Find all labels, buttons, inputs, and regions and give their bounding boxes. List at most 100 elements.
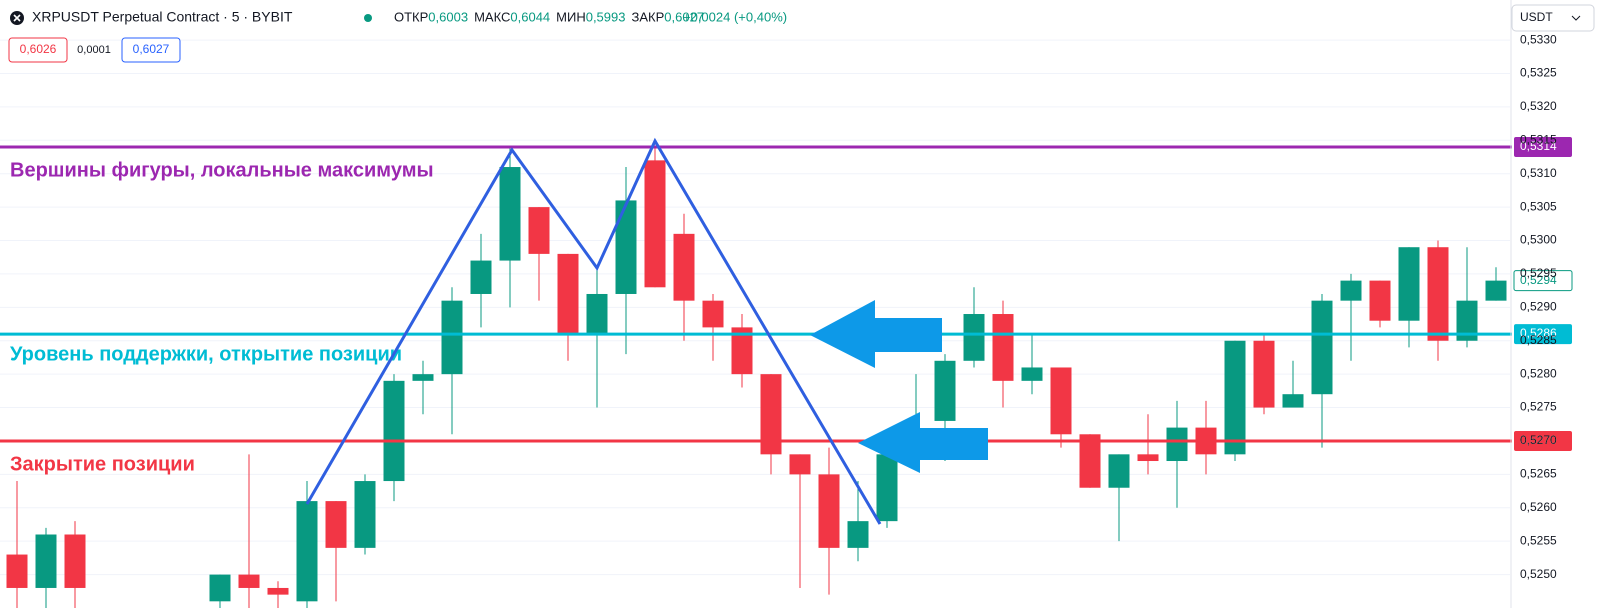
y-tick-label: 0,5300 — [1520, 233, 1557, 247]
y-tick-label: 0,5280 — [1520, 366, 1557, 380]
candle-body — [1398, 247, 1420, 321]
y-tick-label: 0,5305 — [1520, 199, 1557, 213]
candle-body — [1166, 427, 1188, 462]
currency[interactable]: USDT — [1520, 10, 1553, 24]
y-tick-label: 0,5250 — [1520, 567, 1557, 581]
candle-body — [1282, 394, 1304, 408]
candle-body — [1137, 454, 1159, 462]
candle-body — [1050, 367, 1072, 435]
candle-body — [847, 521, 869, 548]
candle-body — [528, 207, 550, 254]
ohlc-value: 0,6027 — [664, 9, 704, 24]
candle-body — [1311, 300, 1333, 395]
candle-body — [992, 314, 1014, 381]
y-tick-label: 0,5325 — [1520, 66, 1557, 80]
annotation: Уровень поддержки, открытие позиции — [10, 343, 402, 365]
y-tick-label: 0,5265 — [1520, 467, 1557, 481]
candle-body — [325, 501, 347, 548]
bid[interactable]: 0,6026 — [20, 42, 57, 56]
ohlc-label: МИН — [556, 9, 586, 24]
ohlc-value: 0,6003 — [428, 9, 468, 24]
y-tick-label: 0,5260 — [1520, 500, 1557, 514]
candle-body — [818, 474, 840, 548]
candle-body — [586, 293, 608, 335]
y-tick-label: 0,5320 — [1520, 99, 1557, 113]
change: +0,0024 (+0,40%) — [683, 9, 787, 24]
y-tick-label: 0,5290 — [1520, 300, 1557, 314]
ask-box[interactable] — [121, 37, 181, 63]
spread: 0,0001 — [77, 44, 111, 56]
candle-body — [1079, 434, 1101, 488]
y-tick-label: 0,5285 — [1520, 333, 1557, 347]
candle-body — [35, 534, 57, 588]
candle-body — [383, 380, 405, 482]
symbol: XRPUSDT Perpetual Contract · 5 · BYBIT — [32, 9, 293, 25]
price-axis: 0,5250 0,5255 0,5260 0,5265 0,5270 0,5275 0,52… — [1520, 32, 1557, 581]
y-tick-label: 0,5270 — [1520, 433, 1557, 447]
candle-body — [615, 200, 637, 294]
candle-body — [1224, 340, 1246, 455]
candle-body — [673, 233, 695, 301]
candle-body — [934, 360, 956, 421]
level-price-box — [1514, 136, 1572, 157]
candle-body — [1427, 247, 1449, 341]
candle-body — [354, 481, 376, 548]
last-price: 0,5294 — [1520, 273, 1557, 287]
candle-body — [238, 574, 260, 588]
candle-body — [789, 454, 811, 475]
ohlc-value: 0,5993 — [586, 9, 626, 24]
ask[interactable]: 0,6027 — [133, 42, 170, 56]
candle-body — [760, 374, 782, 455]
levels: 0,5314 Вершины фигуры, локальные максимум… — [0, 136, 1573, 475]
candle-body — [1021, 367, 1043, 381]
arrow — [858, 412, 988, 473]
level-price: 0,5270 — [1520, 433, 1557, 447]
currency-button[interactable] — [1511, 4, 1595, 32]
ohlc-label: МАКС — [474, 9, 510, 24]
candle-body — [1108, 454, 1130, 488]
candle-body — [876, 454, 898, 522]
ohlc-label: ОТКР — [394, 9, 428, 24]
candle-body — [412, 374, 434, 381]
pattern-line — [305, 137, 882, 525]
candle-body — [1253, 340, 1275, 408]
candle-body — [1340, 280, 1362, 301]
candles — [6, 146, 1507, 608]
annotation: Закрытие позиции — [10, 453, 195, 475]
bid-box[interactable] — [8, 37, 68, 63]
candle-body — [441, 300, 463, 375]
grid — [0, 39, 1510, 576]
ohlc-label: ЗАКР — [631, 9, 664, 24]
y-tick-label: 0,5315 — [1520, 132, 1557, 146]
candle-body — [1485, 280, 1507, 301]
y-tick-label: 0,5275 — [1520, 400, 1557, 414]
y-tick-label: 0,5310 — [1520, 166, 1557, 180]
dropdown-icon — [1571, 15, 1581, 21]
level-price-box — [1514, 324, 1572, 345]
candle-body — [64, 534, 86, 588]
level-price: 0,5314 — [1520, 139, 1557, 153]
status-dot — [364, 14, 372, 22]
candle-body — [6, 554, 28, 588]
y-tick-label: 0,5295 — [1520, 266, 1557, 280]
candle-body — [1369, 280, 1391, 321]
candle-body — [499, 167, 521, 261]
candle-body — [470, 260, 492, 294]
candle-body — [963, 314, 985, 361]
y-tick-label: 0,5330 — [1520, 32, 1557, 46]
ohlc-value: 0,6044 — [510, 9, 550, 24]
level-price-box — [1514, 430, 1572, 451]
candle-body — [209, 574, 231, 602]
arrow — [810, 300, 942, 368]
candle-body — [557, 253, 579, 335]
annotation: Вершины фигуры, локальные максимумы — [10, 159, 434, 181]
ohlc: ОТКР 0,6003 МАКС 0,6044 МИН 0,5993 ЗАКР 0,6027 — [394, 9, 704, 24]
candle-body — [731, 327, 753, 375]
y-tick-label: 0,5255 — [1520, 533, 1557, 547]
candle-body — [702, 300, 724, 328]
level-price: 0,5286 — [1520, 326, 1557, 340]
candle-body — [644, 160, 666, 288]
candle-body — [1456, 300, 1478, 341]
candle-body — [296, 501, 318, 602]
